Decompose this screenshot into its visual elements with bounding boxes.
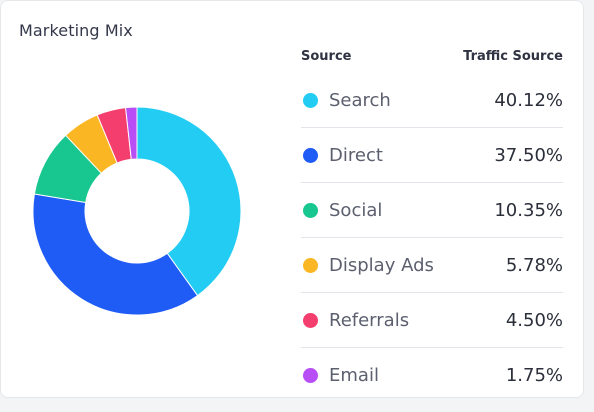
legend-value-email: 1.75%	[505, 365, 563, 386]
legend-item-social: Social 10.35%	[301, 183, 563, 238]
legend-label-direct: Direct	[329, 144, 383, 166]
legend-header: Source Traffic Source	[301, 39, 563, 73]
legend-item-search: Search 40.12%	[301, 73, 563, 128]
legend-dot-referrals	[303, 312, 318, 328]
legend-value-display-ads: 5.78%	[505, 254, 563, 276]
slice-email[interactable]	[125, 106, 138, 160]
slice-direct[interactable]	[32, 193, 199, 316]
legend-dot-direct	[303, 147, 318, 163]
slice-search[interactable]	[136, 106, 242, 297]
marketing-mix-card: Marketing Mix Source Traffic Source Sear…	[0, 0, 584, 398]
legend-item-email: Email 1.75%	[301, 348, 563, 403]
legend-item-referrals: Referrals 4.50%	[301, 293, 563, 348]
legend-label-referrals: Referrals	[329, 309, 410, 331]
legend-dot-email	[303, 368, 318, 383]
legend-list: Search 40.12% Direct 37.50% Social 10.35% Disp…	[301, 73, 563, 403]
legend-label-email: Email	[329, 365, 379, 386]
legend: Source Traffic Source Search 40.12% Direct…	[301, 39, 563, 403]
legend-dot-search	[303, 92, 318, 108]
legend-item-display-ads: Display Ads 5.78%	[301, 238, 563, 293]
legend-value-direct: 37.50%	[494, 144, 563, 166]
traffic-source-column-header: Traffic Source	[463, 48, 563, 64]
legend-value-search: 40.12%	[494, 89, 563, 111]
legend-value-referrals: 4.50%	[505, 309, 563, 331]
chart-title: Marketing Mix	[19, 21, 133, 40]
legend-dot-social	[303, 202, 318, 218]
donut-chart	[32, 106, 242, 316]
source-column-header: Source	[301, 48, 352, 64]
legend-label-search: Search	[329, 89, 391, 111]
legend-value-social: 10.35%	[494, 199, 563, 221]
legend-label-display-ads: Display Ads	[329, 254, 434, 276]
legend-label-social: Social	[329, 199, 383, 221]
legend-item-direct: Direct 37.50%	[301, 128, 563, 183]
legend-dot-display-ads	[303, 257, 318, 273]
